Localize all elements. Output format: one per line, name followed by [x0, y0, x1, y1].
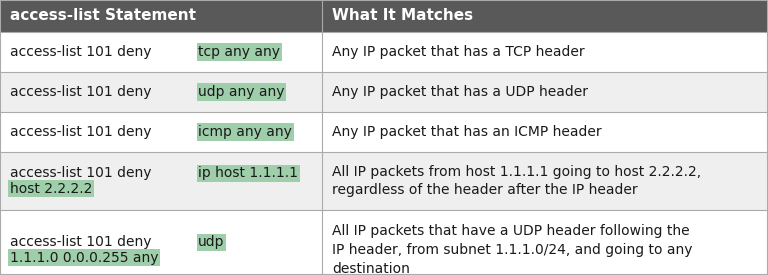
Bar	[0, 72, 768, 112]
Text: Any IP packet that has an ICMP header: Any IP packet that has an ICMP header	[332, 125, 601, 139]
Text: 1.1.1.0 0.0.0.255 any: 1.1.1.0 0.0.0.255 any	[10, 251, 158, 265]
Text: access-list 101 deny: access-list 101 deny	[10, 125, 156, 139]
Text: access-list 101 deny: access-list 101 deny	[10, 166, 156, 180]
Text: host 2.2.2.2: host 2.2.2.2	[10, 182, 92, 196]
Text: What It Matches: What It Matches	[332, 9, 473, 23]
Bar	[0, 112, 768, 152]
Text: ip host 1.1.1.1: ip host 1.1.1.1	[198, 166, 298, 180]
Text: Any IP packet that has a TCP header: Any IP packet that has a TCP header	[332, 45, 584, 59]
Text: tcp any any: tcp any any	[198, 45, 280, 59]
Text: All IP packets that have a UDP header following the
IP header, from subnet 1.1.1: All IP packets that have a UDP header fo…	[332, 224, 693, 275]
Bar	[0, 210, 768, 275]
Text: udp: udp	[198, 235, 225, 249]
Text: icmp any any: icmp any any	[198, 125, 292, 139]
Text: All IP packets from host 1.1.1.1 going to host 2.2.2.2,
regardless of the header: All IP packets from host 1.1.1.1 going t…	[332, 164, 701, 197]
Text: Any IP packet that has a UDP header: Any IP packet that has a UDP header	[332, 85, 588, 99]
Bar	[0, 32, 768, 72]
Text: access-list 101 deny: access-list 101 deny	[10, 235, 156, 249]
Text: access-list 101 deny: access-list 101 deny	[10, 85, 156, 99]
Text: udp any any: udp any any	[198, 85, 285, 99]
Bar	[0, 0, 768, 32]
Bar	[0, 152, 768, 210]
Text: access-list Statement: access-list Statement	[10, 9, 196, 23]
Text: access-list 101 deny: access-list 101 deny	[10, 45, 156, 59]
